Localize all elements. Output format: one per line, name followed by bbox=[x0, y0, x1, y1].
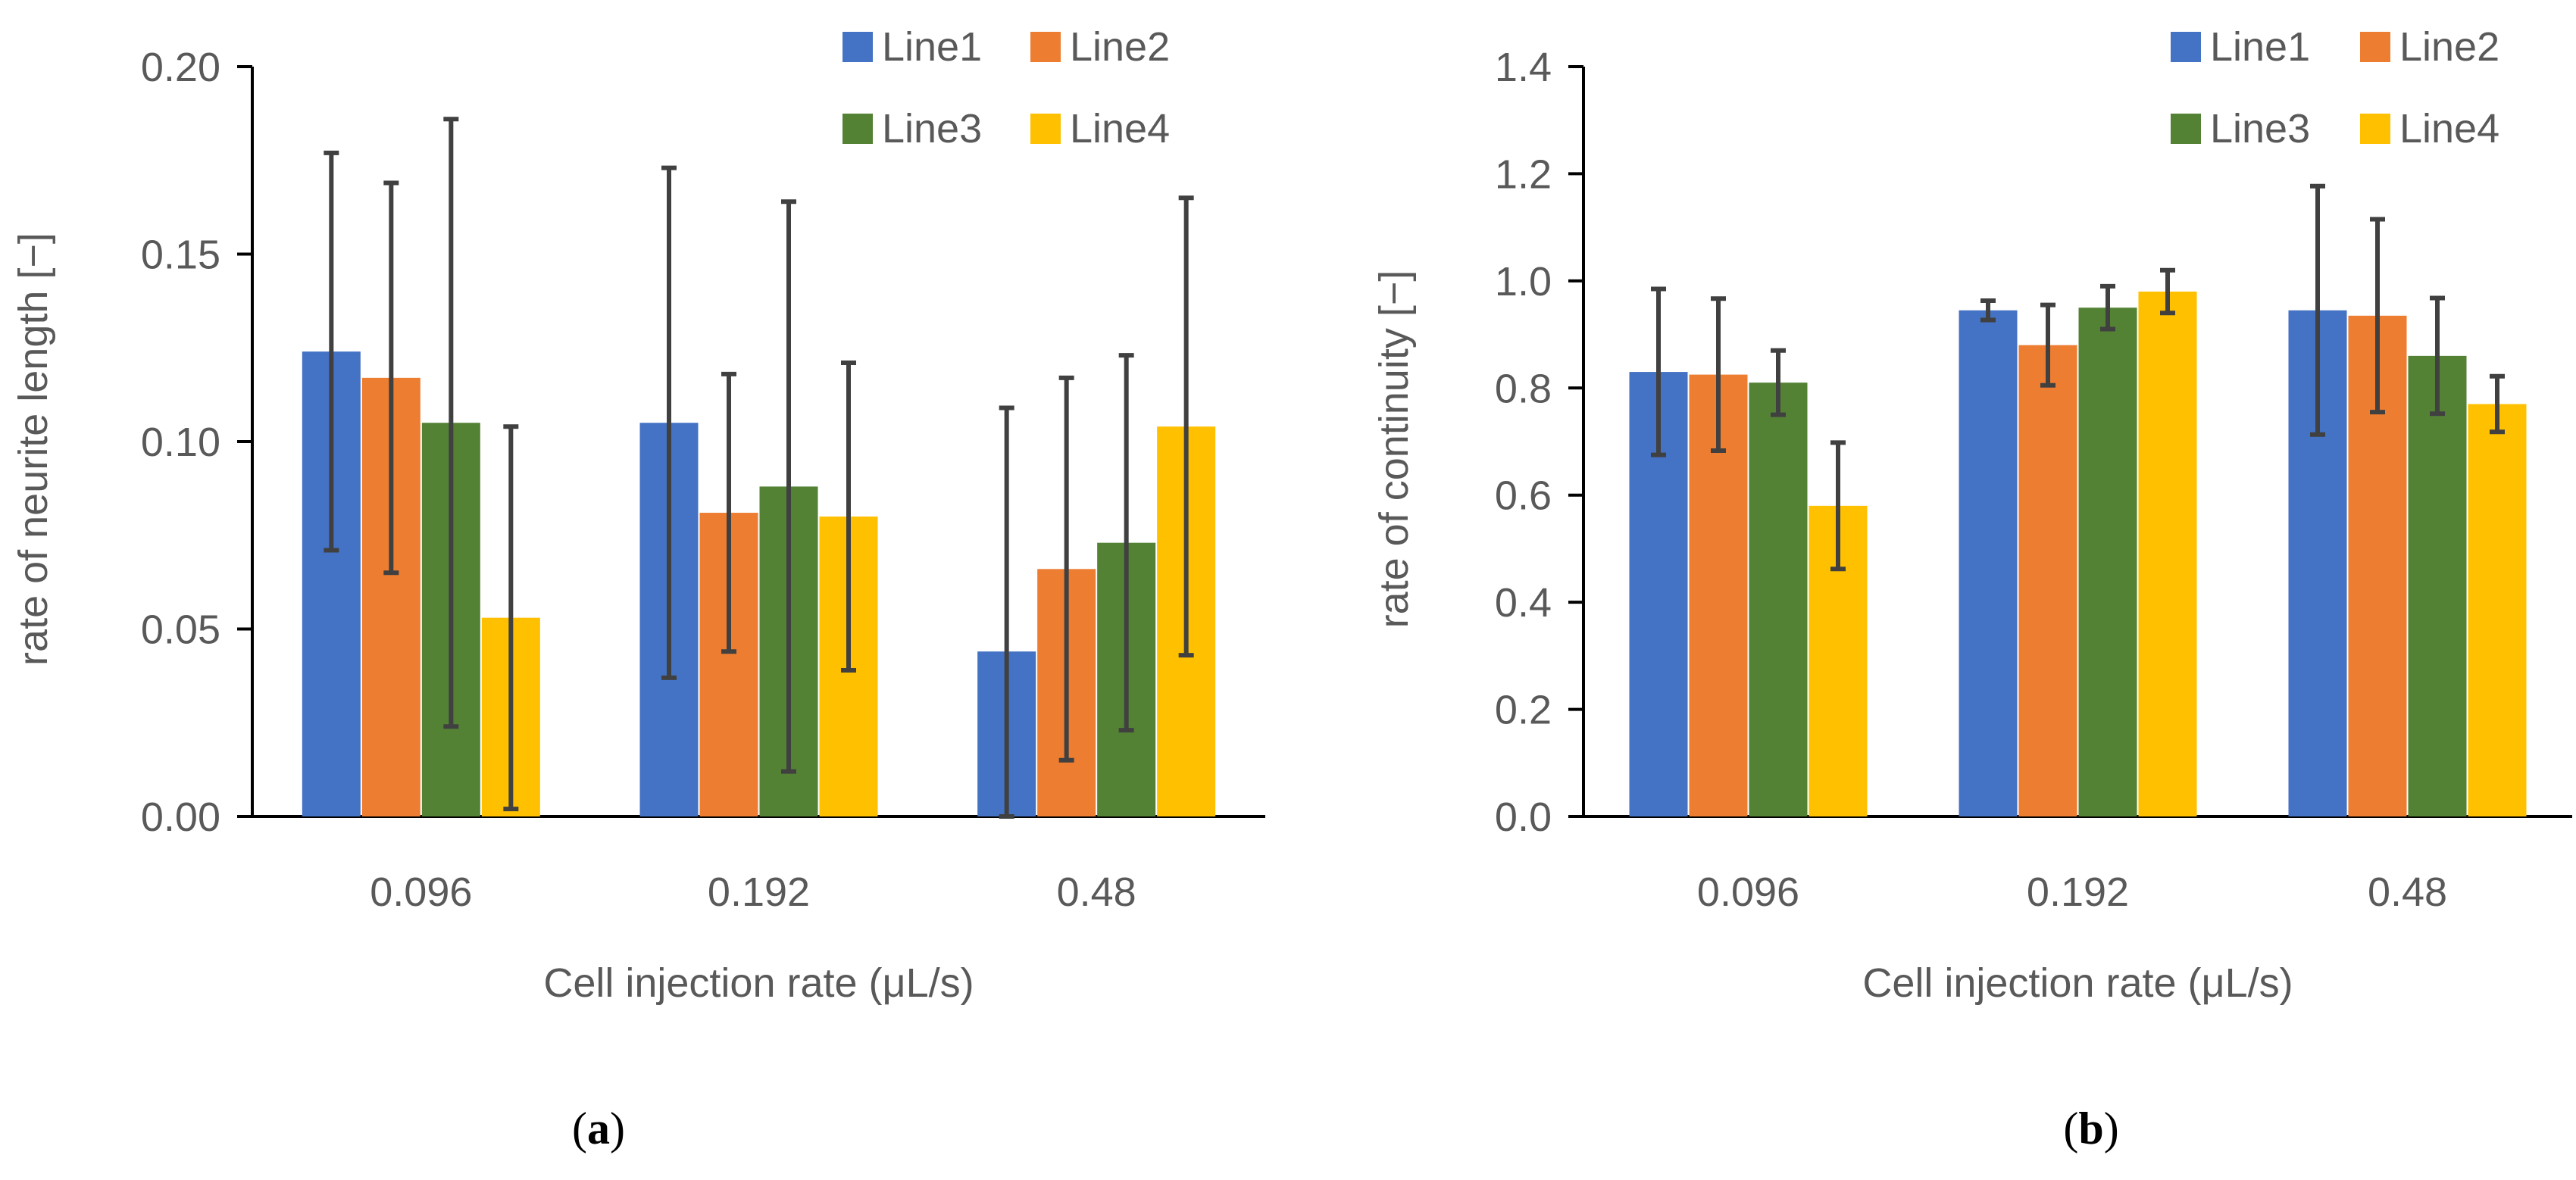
x-axis-title: Cell injection rate (μL/s) bbox=[1862, 960, 2293, 1006]
legend-label-line3: Line3 bbox=[2210, 106, 2310, 151]
y-tick-label: 0.8 bbox=[1495, 366, 1552, 411]
legend-swatch-line2 bbox=[1030, 32, 1061, 62]
bar-line3-0.48 bbox=[2408, 355, 2467, 816]
legend-label-line4: Line4 bbox=[2399, 106, 2499, 151]
y-tick-label: 0.4 bbox=[1495, 580, 1552, 626]
legend-label-line2: Line2 bbox=[1070, 24, 1170, 70]
legend-label-line1: Line1 bbox=[882, 24, 982, 70]
x-tick-label: 0.096 bbox=[370, 869, 472, 915]
x-axis-title: Cell injection rate (μL/s) bbox=[543, 960, 974, 1006]
y-tick-label: 0.15 bbox=[141, 233, 220, 278]
x-tick-label: 0.192 bbox=[2027, 869, 2129, 915]
y-tick-label: 0.0 bbox=[1495, 794, 1552, 840]
bar-line2-0.192 bbox=[2018, 345, 2077, 816]
x-tick-label: 0.192 bbox=[708, 869, 810, 915]
x-tick-label: 0.48 bbox=[1057, 869, 1136, 915]
chart-panel-a: 0.00 0.05 0.10 0.15 0.20 rate of neurite leng… bbox=[11, 24, 1265, 1153]
legend-swatch-line2 bbox=[2360, 32, 2390, 62]
legend-swatch-line4 bbox=[1030, 114, 1061, 144]
legend-swatch-line1 bbox=[2171, 32, 2201, 62]
legend-label-line2: Line2 bbox=[2399, 24, 2499, 70]
panel-label: (a) bbox=[572, 1104, 625, 1153]
legend-swatch-line1 bbox=[843, 32, 873, 62]
y-tick-label: 0.10 bbox=[141, 420, 220, 465]
panel-label: (b) bbox=[2063, 1104, 2118, 1153]
y-tick-label: 0.05 bbox=[141, 607, 220, 653]
y-tick-label: 0.20 bbox=[141, 45, 220, 90]
x-tick-label: 0.48 bbox=[2368, 869, 2447, 915]
chart-panel-b: 0.0 0.2 0.4 0.6 0.8 1.0 1.2 1.4 rate of continui… bbox=[1371, 24, 2572, 1153]
y-axis-title: rate of continuity [−] bbox=[1371, 270, 1417, 629]
y-axis-title: rate of neurite length [−] bbox=[11, 233, 56, 666]
bar-line4-0.192 bbox=[2138, 292, 2197, 816]
y-tick-label: 1.0 bbox=[1495, 259, 1552, 304]
x-tick-label: 0.096 bbox=[1697, 869, 1799, 915]
legend-label-line3: Line3 bbox=[882, 106, 982, 151]
legend-label-line1: Line1 bbox=[2210, 24, 2310, 70]
y-tick-label: 1.2 bbox=[1495, 151, 1552, 197]
y-tick-label: 0.6 bbox=[1495, 473, 1552, 519]
legend-swatch-line3 bbox=[843, 114, 873, 144]
y-tick-label: 1.4 bbox=[1495, 45, 1552, 90]
y-tick-label: 0.00 bbox=[141, 794, 220, 840]
bar-line4-0.48 bbox=[2468, 404, 2527, 816]
bar-line1-0.192 bbox=[1959, 310, 2018, 816]
bar-line3-0.096 bbox=[1749, 382, 1808, 816]
legend-swatch-line3 bbox=[2171, 114, 2201, 144]
bar-line3-0.192 bbox=[2078, 307, 2137, 816]
y-tick-label: 0.2 bbox=[1495, 688, 1552, 733]
legend-swatch-line4 bbox=[2360, 114, 2390, 144]
legend-label-line4: Line4 bbox=[1070, 106, 1170, 151]
